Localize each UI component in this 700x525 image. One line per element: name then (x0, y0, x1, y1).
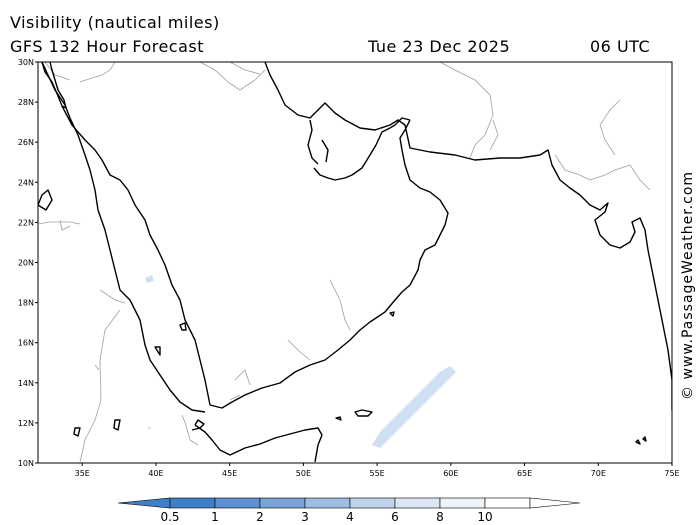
lon-tick-label: 40E (148, 469, 163, 478)
lat-tick-label: 18N (18, 299, 34, 308)
colorbar-segment (349, 497, 396, 509)
lon-tick-label: 55E (369, 469, 384, 478)
chart-title: Visibility (nautical miles) (10, 13, 220, 32)
forecast-label: GFS 132 Hour Forecast (10, 37, 205, 56)
lat-tick-label: 30N (18, 58, 34, 67)
colorbar-label: 4 (346, 510, 354, 524)
country-borders (38, 62, 651, 463)
lat-tick-label: 24N (18, 178, 34, 187)
colorbar-segment (169, 497, 216, 509)
lat-tick-label: 10N (18, 459, 34, 468)
lon-tick-label: 45E (222, 469, 237, 478)
colorbar-low-arrow (117, 497, 171, 509)
forecast-date: Tue 23 Dec 2025 (368, 37, 511, 56)
coastlines (38, 62, 672, 463)
lon-tick-label: 70E (591, 469, 606, 478)
longitude-axis: 35E 40E 45E 50E 55E 60E 65E 70E 75E (75, 463, 680, 478)
colorbar-segment (394, 497, 441, 509)
colorbar-label: 10 (477, 510, 492, 524)
lon-tick-label: 50E (296, 469, 311, 478)
map-background (38, 62, 672, 463)
lon-tick-label: 65E (517, 469, 532, 478)
colorbar-label: 8 (436, 510, 444, 524)
colorbar-label: 0.5 (160, 510, 179, 524)
low-visibility-area (145, 275, 456, 448)
colorbar-segment (484, 497, 531, 509)
colorbar-segment (214, 497, 261, 509)
colorbar-segment (304, 497, 351, 509)
lat-tick-label: 16N (18, 339, 34, 348)
lat-tick-label: 22N (18, 218, 34, 227)
lat-tick-label: 14N (18, 379, 34, 388)
lon-tick-label: 35E (75, 469, 90, 478)
lat-tick-label: 26N (18, 138, 34, 147)
colorbar-label: 3 (301, 510, 309, 524)
colorbar-segment (439, 497, 486, 509)
forecast-time: 06 UTC (590, 37, 651, 56)
visibility-colorbar: 0.5 1 2 3 4 6 8 10 (117, 497, 581, 524)
lon-tick-label: 60E (443, 469, 458, 478)
latitude-axis: 10N 12N 14N 16N 18N 20N 22N 24N 26N 28N 30N (18, 58, 38, 468)
lon-tick-label: 75E (664, 469, 679, 478)
colorbar-label: 1 (211, 510, 219, 524)
colorbar-segment (259, 497, 306, 509)
colorbar-label: 2 (256, 510, 264, 524)
lat-tick-label: 28N (18, 98, 34, 107)
colorbar-label: 6 (391, 510, 399, 524)
colorbar-high-arrow (529, 497, 581, 509)
lat-tick-label: 12N (18, 419, 34, 428)
lat-tick-label: 20N (18, 259, 34, 268)
credit-watermark: © www.PassageWeather.com (680, 170, 696, 400)
